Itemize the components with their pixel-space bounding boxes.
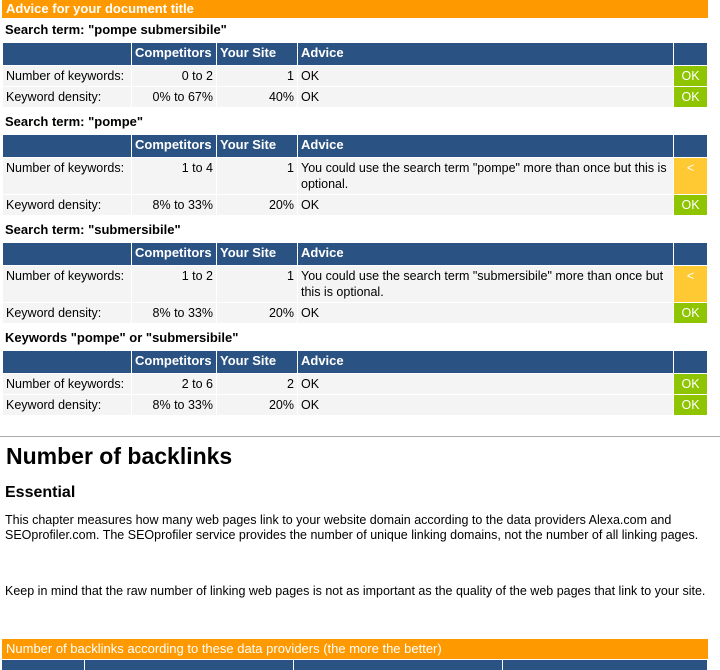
header-your-site: Your Site — [216, 134, 298, 158]
advice-text: You could use the search term "submersib… — [297, 265, 674, 303]
header-blank — [2, 350, 132, 374]
header-competitors: Competitors — [131, 134, 217, 158]
backlinks-table-header — [2, 660, 708, 670]
table-row: Keyword density: 8% to 33% 20% OK OK — [2, 302, 708, 324]
advice-table: Competitors Your Site Advice Number of k… — [2, 134, 708, 216]
header-advice: Advice — [297, 350, 674, 374]
status-badge: OK — [673, 65, 708, 87]
your-site-value: 20% — [216, 302, 298, 324]
advice-text: You could use the search term "pompe" mo… — [297, 157, 674, 195]
search-term-heading: Keywords "pompe" or "submersibile" — [5, 330, 239, 345]
table-header: Competitors Your Site Advice — [2, 42, 708, 66]
row-label: Number of keywords: — [2, 157, 132, 195]
table-row: Number of keywords: 0 to 2 1 OK OK — [2, 65, 708, 87]
table-header: Competitors Your Site Advice — [2, 134, 708, 158]
header-advice: Advice — [297, 134, 674, 158]
your-site-value: 1 — [216, 157, 298, 195]
header-advice: Advice — [297, 242, 674, 266]
header-blank — [2, 42, 132, 66]
your-site-value: 20% — [216, 394, 298, 416]
subheading: Essential — [5, 484, 76, 501]
advice-table: Competitors Your Site Advice Number of k… — [2, 42, 708, 108]
row-label: Keyword density: — [2, 302, 132, 324]
your-site-value: 1 — [216, 65, 298, 87]
header-your-site: Your Site — [216, 242, 298, 266]
header-competitors: Competitors — [131, 242, 217, 266]
row-label: Number of keywords: — [2, 265, 132, 303]
advice-text: OK — [297, 194, 674, 216]
row-label: Number of keywords: — [2, 65, 132, 87]
status-badge: < — [673, 265, 708, 303]
your-site-value: 1 — [216, 265, 298, 303]
competitors-value: 1 to 4 — [131, 157, 217, 195]
advice-text: OK — [297, 394, 674, 416]
status-badge: < — [673, 157, 708, 195]
table-row: Keyword density: 8% to 33% 20% OK OK — [2, 394, 708, 416]
table-header: Competitors Your Site Advice — [2, 350, 708, 374]
advice-text: OK — [297, 373, 674, 395]
header-blank — [2, 134, 132, 158]
header-status — [673, 242, 708, 266]
advice-table: Competitors Your Site Advice Number of k… — [2, 350, 708, 416]
search-term-heading: Search term: "pompe submersibile" — [5, 22, 227, 37]
header-competitors: Competitors — [131, 42, 217, 66]
header-your-site: Your Site — [216, 42, 298, 66]
competitors-value: 0 to 2 — [131, 65, 217, 87]
search-term-heading: Search term: "pompe" — [5, 114, 144, 129]
status-badge: OK — [673, 394, 708, 416]
your-site-value: 20% — [216, 194, 298, 216]
competitors-value: 8% to 33% — [131, 394, 217, 416]
competitors-value: 8% to 33% — [131, 302, 217, 324]
your-site-value: 2 — [216, 373, 298, 395]
search-term-heading: Search term: "submersibile" — [5, 222, 181, 237]
status-badge: OK — [673, 86, 708, 108]
header-status — [673, 350, 708, 374]
row-label: Keyword density: — [2, 194, 132, 216]
paragraph: This chapter measures how many web pages… — [5, 513, 699, 542]
table-row: Keyword density: 8% to 33% 20% OK OK — [2, 194, 708, 216]
status-badge: OK — [673, 373, 708, 395]
row-label: Number of keywords: — [2, 373, 132, 395]
header-your-site: Your Site — [216, 350, 298, 374]
row-label: Keyword density: — [2, 394, 132, 416]
header-status — [673, 42, 708, 66]
advice-text: OK — [297, 86, 674, 108]
your-site-value: 40% — [216, 86, 298, 108]
table-header: Competitors Your Site Advice — [2, 242, 708, 266]
section-title: Advice for your document title — [2, 0, 708, 18]
paragraph: Keep in mind that the raw number of link… — [5, 584, 706, 598]
competitors-value: 8% to 33% — [131, 194, 217, 216]
table-row: Keyword density: 0% to 67% 40% OK OK — [2, 86, 708, 108]
status-badge: OK — [673, 302, 708, 324]
advice-table: Competitors Your Site Advice Number of k… — [2, 242, 708, 324]
row-label: Keyword density: — [2, 86, 132, 108]
header-status — [673, 134, 708, 158]
table-row: Number of keywords: 1 to 2 1 You could u… — [2, 265, 708, 303]
competitors-value: 1 to 2 — [131, 265, 217, 303]
competitors-value: 2 to 6 — [131, 373, 217, 395]
header-advice: Advice — [297, 42, 674, 66]
status-badge: OK — [673, 194, 708, 216]
competitors-value: 0% to 67% — [131, 86, 217, 108]
header-competitors: Competitors — [131, 350, 217, 374]
header-blank — [2, 242, 132, 266]
backlinks-table-title: Number of backlinks according to these d… — [2, 639, 708, 659]
table-row: Number of keywords: 1 to 4 1 You could u… — [2, 157, 708, 195]
advice-text: OK — [297, 302, 674, 324]
divider — [0, 436, 720, 437]
advice-text: OK — [297, 65, 674, 87]
page-heading: Number of backlinks — [6, 443, 233, 469]
table-row: Number of keywords: 2 to 6 2 OK OK — [2, 373, 708, 395]
